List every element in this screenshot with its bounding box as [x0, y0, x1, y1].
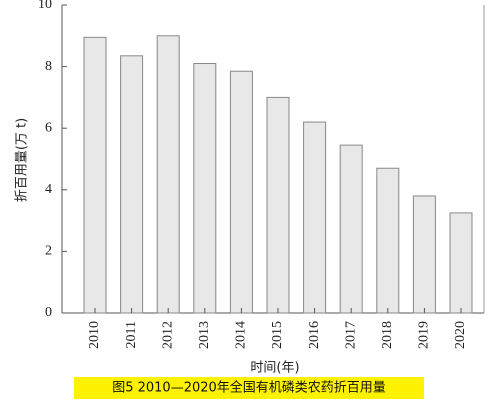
x-tick-label: 2010 — [87, 321, 102, 349]
caption: 图5 2010—2020年全国有机磷类农药折百用量 — [112, 380, 386, 396]
bar — [449, 212, 473, 314]
bar — [412, 195, 436, 314]
x-tick-label: 2012 — [160, 321, 175, 349]
x-tick-label: 2019 — [417, 321, 432, 349]
x-tick-label: 2014 — [234, 321, 249, 349]
y-tick-label: 6 — [45, 120, 52, 135]
x-tick-label: 2011 — [124, 321, 139, 348]
bar — [83, 36, 107, 314]
caption-highlight — [74, 377, 424, 399]
bar — [376, 167, 400, 314]
bar — [229, 70, 253, 314]
x-tick-label: 2016 — [307, 321, 322, 349]
bar — [339, 144, 363, 314]
bar — [156, 35, 180, 314]
x-tick-label: 2017 — [343, 321, 358, 349]
y-tick-label: 10 — [38, 0, 52, 12]
x-tick-label: 2020 — [453, 321, 468, 349]
x-axis-label: 时间(年) — [250, 361, 299, 376]
y-tick-label: 4 — [45, 182, 52, 197]
x-tick-label: 2013 — [197, 321, 212, 349]
x-tick-label: 2015 — [270, 321, 285, 349]
y-axis-label: 折百用量(万 t) — [15, 118, 30, 202]
bar — [193, 63, 217, 314]
y-tick-label: 2 — [45, 244, 52, 259]
y-tick-label: 8 — [45, 59, 52, 74]
bar — [266, 96, 290, 314]
y-tick-label: 0 — [45, 305, 52, 320]
x-tick-label: 2018 — [380, 321, 395, 349]
bar — [120, 55, 144, 314]
bar — [303, 121, 327, 314]
